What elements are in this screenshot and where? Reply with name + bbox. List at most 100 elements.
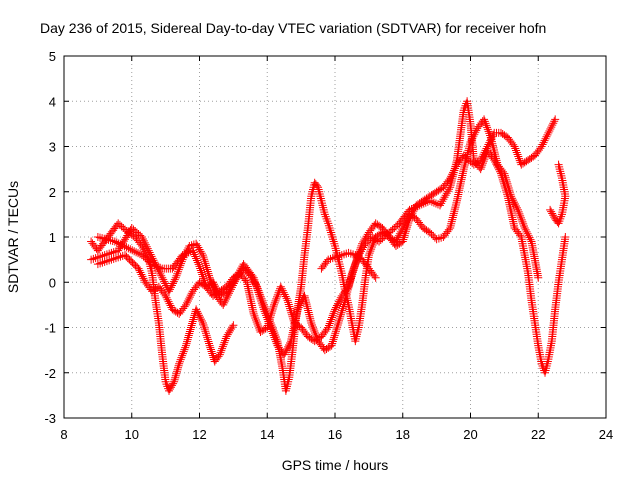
data-point: [542, 132, 551, 141]
data-point: [336, 262, 345, 271]
data-point: [398, 223, 407, 232]
data-point: [460, 163, 469, 172]
x-tick-label: 24: [599, 427, 613, 442]
y-tick-label: -3: [44, 411, 56, 426]
data-point: [391, 237, 400, 246]
data-point: [182, 339, 191, 348]
data-point: [526, 235, 535, 244]
y-tick-label: 4: [49, 94, 56, 109]
data-point: [105, 256, 114, 265]
data-point: [169, 277, 178, 286]
data-point: [301, 293, 310, 302]
data-point: [344, 248, 353, 257]
data-point: [525, 154, 534, 163]
data-point: [492, 154, 501, 163]
data-point: [221, 296, 230, 305]
data-point: [336, 312, 345, 321]
data-point: [116, 240, 125, 249]
data-point: [447, 179, 456, 188]
data-point: [170, 375, 179, 384]
data-point: [91, 254, 100, 263]
data-point: [484, 127, 493, 136]
data-point: [132, 248, 141, 257]
data-point: [479, 157, 488, 166]
data-point: [168, 279, 177, 288]
data-point: [98, 234, 107, 243]
data-point: [272, 294, 281, 303]
data-point: [285, 339, 294, 348]
data-point: [188, 317, 197, 326]
data-point: [198, 272, 207, 281]
data-point: [334, 297, 343, 306]
data-point: [365, 249, 374, 258]
data-point: [480, 117, 489, 126]
data-point: [197, 268, 206, 277]
data-point: [357, 241, 366, 250]
data-point: [366, 247, 375, 256]
data-point: [200, 278, 209, 287]
data-point: [513, 205, 522, 214]
data-point: [551, 115, 560, 124]
data-point: [512, 203, 521, 212]
data-point: [114, 253, 123, 262]
data-point: [263, 323, 272, 332]
data-point: [398, 237, 407, 246]
data-point: [100, 257, 109, 266]
data-point: [137, 270, 146, 279]
data-point: [446, 223, 455, 232]
x-tick-label: 8: [60, 427, 67, 442]
data-point: [547, 123, 556, 132]
data-point: [340, 298, 349, 307]
data-point: [326, 317, 335, 326]
data-point: [402, 216, 411, 225]
data-point: [255, 292, 264, 301]
data-point: [467, 136, 476, 145]
data-point: [281, 292, 290, 301]
data-point: [252, 317, 261, 326]
data-point: [168, 381, 177, 390]
data-point: [500, 131, 509, 140]
data-point: [170, 275, 179, 284]
data-point: [425, 196, 434, 205]
data-point: [450, 207, 459, 216]
data-point: [252, 282, 261, 291]
data-point: [200, 323, 209, 332]
data-point: [331, 329, 340, 338]
data-point: [241, 276, 250, 285]
data-point: [461, 156, 470, 165]
data-point: [175, 263, 184, 272]
data-point: [507, 192, 516, 201]
data-point: [329, 309, 338, 318]
y-tick-label: 1: [49, 230, 56, 245]
data-point: [330, 307, 339, 316]
data-point: [550, 117, 559, 126]
data-point: [460, 160, 469, 169]
data-point: [368, 241, 377, 250]
data-point: [166, 283, 175, 292]
data-point: [193, 241, 202, 250]
data-point: [229, 321, 238, 330]
data-point: [361, 234, 370, 243]
data-point: [143, 244, 152, 253]
data-point: [447, 217, 456, 226]
data-point: [287, 310, 296, 319]
data-point: [147, 252, 156, 261]
data-point: [158, 273, 167, 282]
data-point: [352, 258, 361, 267]
data-point: [561, 233, 570, 241]
data-point: [462, 154, 471, 163]
data-point: [150, 261, 159, 270]
data-point: [182, 298, 191, 307]
data-point: [179, 347, 188, 356]
data-point: [108, 236, 117, 245]
data-point: [337, 308, 346, 317]
data-point: [200, 257, 209, 266]
data-point: [397, 225, 406, 234]
data-point: [554, 160, 563, 169]
data-point: [344, 282, 353, 291]
data-point: [98, 258, 107, 267]
data-point: [216, 348, 225, 357]
data-point: [221, 336, 230, 345]
data-point: [146, 250, 155, 259]
data-point: [193, 307, 202, 316]
